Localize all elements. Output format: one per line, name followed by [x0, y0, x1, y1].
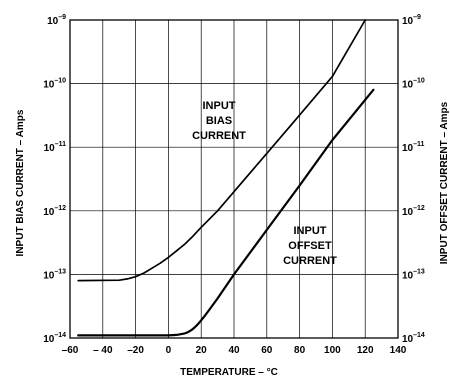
x-tick-label: 80 — [294, 345, 306, 356]
y-axis-label-left: INPUT BIAS CURRENT – Amps — [15, 109, 26, 256]
y-tick-label-left: 10–13 — [43, 268, 66, 281]
y-tick-label-right: 10–10 — [402, 78, 425, 91]
y-axis-label-right: INPUT OFFSET CURRENT – Amps — [439, 101, 450, 264]
y-tick-label-right: 10–11 — [402, 141, 425, 154]
x-tick-label: 60 — [261, 345, 273, 356]
bias-current-label: BIAS — [206, 115, 232, 127]
x-tick-label: 0 — [166, 345, 172, 356]
annotations: INPUT BIAS CURRENT INPUT OFFSET CURRENT — [192, 100, 337, 267]
offset-current-label: OFFSET — [288, 240, 332, 252]
x-axis-label: TEMPERATURE – °C — [180, 367, 278, 378]
x-tick-label: 120 — [357, 345, 374, 356]
x-tick-label: –60 — [62, 345, 79, 356]
x-tick-label: 100 — [324, 345, 341, 356]
bias-current-label: INPUT — [203, 100, 236, 112]
y-tick-label-left: 10–12 — [43, 205, 66, 218]
x-tick-label: 20 — [196, 345, 208, 356]
y-tick-label-right: 10–9 — [402, 14, 421, 27]
x-tick-label: – 40 — [93, 345, 113, 356]
y-tick-label-right: 10–14 — [402, 332, 425, 345]
plot-frame — [69, 19, 399, 339]
x-tick-label: –20 — [127, 345, 144, 356]
bias-current-line — [77, 19, 367, 282]
offset-current-label: CURRENT — [283, 255, 337, 267]
x-tick-label: 140 — [390, 345, 407, 356]
offset-current-line — [77, 88, 375, 337]
bias-current-label: CURRENT — [192, 130, 246, 142]
y-tick-label-left: 10–9 — [47, 14, 66, 27]
y-tick-label-left: 10–10 — [43, 78, 66, 91]
y-tick-label-left: 10–14 — [43, 332, 66, 345]
y-tick-label-left: 10–11 — [44, 141, 67, 154]
series-layer — [77, 19, 375, 337]
y-tick-label-right: 10–13 — [402, 268, 425, 281]
x-tick-label: 40 — [228, 345, 240, 356]
y-tick-label-right: 10–12 — [402, 205, 425, 218]
offset-current-label: INPUT — [294, 225, 327, 237]
grid — [70, 20, 398, 338]
tick-labels: –60 – 40 –20 0 20 40 60 80 100 120 140 10–9 10–9 10–1… — [43, 14, 425, 356]
